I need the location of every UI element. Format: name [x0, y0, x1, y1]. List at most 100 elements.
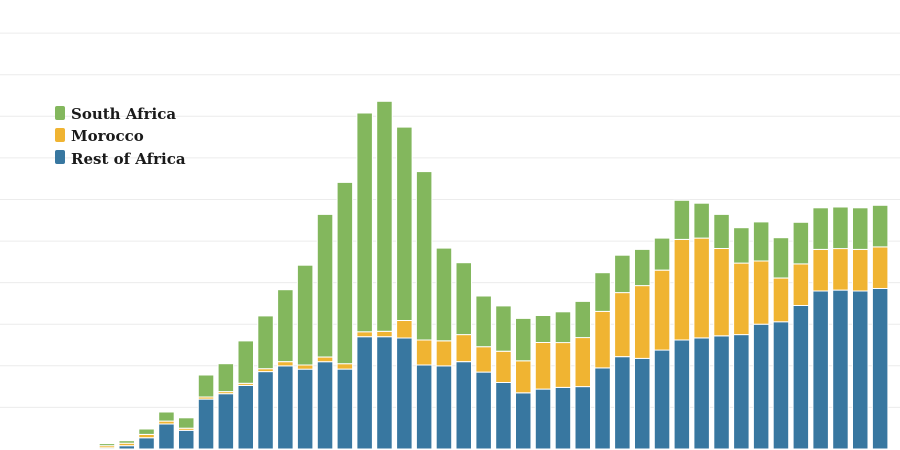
bar-rest-of-africa-32[interactable]: [713, 335, 730, 450]
bar-morocco-40[interactable]: [871, 246, 889, 289]
bar-rest-of-africa-34[interactable]: [752, 323, 770, 450]
bar-south-africa-12[interactable]: [316, 213, 334, 358]
bar-south-africa-7[interactable]: [217, 363, 235, 393]
bar-morocco-20[interactable]: [475, 346, 492, 373]
bar-rest-of-africa-30[interactable]: [673, 339, 691, 450]
legend-item-south-africa[interactable]: South Africa: [55, 105, 176, 123]
bar-morocco-38[interactable]: [832, 248, 849, 291]
bar-morocco-23[interactable]: [534, 342, 552, 390]
bar-morocco-37[interactable]: [812, 248, 829, 292]
bar-south-africa-22[interactable]: [515, 317, 532, 362]
bar-rest-of-africa-14[interactable]: [356, 336, 373, 450]
bar-rest-of-africa-17[interactable]: [415, 364, 433, 450]
bar-rest-of-africa-18[interactable]: [435, 365, 453, 450]
bar-rest-of-africa-21[interactable]: [495, 382, 512, 450]
bar-morocco-31[interactable]: [693, 237, 710, 339]
bar-rest-of-africa-39[interactable]: [852, 290, 869, 450]
bar-south-africa-1[interactable]: [98, 443, 116, 447]
bar-south-africa-17[interactable]: [415, 171, 433, 341]
bar-rest-of-africa-20[interactable]: [475, 371, 492, 450]
bar-rest-of-africa-16[interactable]: [396, 337, 413, 450]
bar-rest-of-africa-40[interactable]: [871, 288, 889, 450]
bar-rest-of-africa-12[interactable]: [316, 361, 334, 450]
bar-rest-of-africa-23[interactable]: [534, 388, 552, 450]
bar-south-africa-3[interactable]: [138, 428, 155, 435]
bar-south-africa-34[interactable]: [752, 221, 770, 262]
bar-rest-of-africa-4[interactable]: [158, 423, 175, 450]
bar-rest-of-africa-29[interactable]: [653, 349, 671, 450]
bar-morocco-35[interactable]: [772, 277, 790, 323]
bar-rest-of-africa-26[interactable]: [594, 367, 611, 450]
bar-south-africa-4[interactable]: [158, 411, 175, 422]
bar-rest-of-africa-35[interactable]: [772, 321, 790, 450]
bar-south-africa-26[interactable]: [594, 272, 611, 312]
bar-morocco-27[interactable]: [614, 292, 631, 358]
bar-south-africa-2[interactable]: [118, 440, 135, 444]
legend-item-morocco[interactable]: Morocco: [55, 127, 144, 145]
bar-morocco-19[interactable]: [455, 334, 472, 363]
bar-south-africa-11[interactable]: [296, 264, 314, 366]
bar-morocco-39[interactable]: [852, 248, 869, 292]
bar-south-africa-38[interactable]: [832, 206, 849, 250]
bar-south-africa-21[interactable]: [495, 305, 512, 352]
legend-item-rest-of-africa[interactable]: Rest of Africa: [55, 150, 186, 168]
bar-rest-of-africa-8[interactable]: [237, 384, 254, 450]
bar-south-africa-35[interactable]: [772, 237, 790, 279]
bar-rest-of-africa-22[interactable]: [515, 392, 532, 450]
bar-morocco-17[interactable]: [415, 339, 433, 366]
bar-rest-of-africa-19[interactable]: [455, 361, 472, 450]
bar-south-africa-28[interactable]: [634, 248, 651, 287]
bar-south-africa-33[interactable]: [733, 227, 750, 264]
bar-south-africa-13[interactable]: [336, 181, 354, 365]
bar-south-africa-8[interactable]: [237, 340, 254, 384]
bar-morocco-12[interactable]: [316, 356, 334, 363]
bar-rest-of-africa-38[interactable]: [832, 289, 849, 450]
bar-south-africa-10[interactable]: [277, 289, 294, 363]
bar-morocco-32[interactable]: [713, 248, 730, 337]
bar-south-africa-9[interactable]: [257, 315, 274, 370]
bar-south-africa-6[interactable]: [197, 374, 215, 398]
bar-rest-of-africa-11[interactable]: [296, 368, 314, 450]
bar-rest-of-africa-37[interactable]: [812, 290, 829, 450]
bar-morocco-22[interactable]: [515, 360, 532, 394]
bar-rest-of-africa-9[interactable]: [257, 371, 274, 450]
bar-south-africa-14[interactable]: [356, 112, 373, 333]
bar-rest-of-africa-7[interactable]: [217, 393, 235, 450]
bar-south-africa-30[interactable]: [673, 199, 691, 240]
bar-morocco-29[interactable]: [653, 269, 671, 351]
bar-morocco-18[interactable]: [435, 340, 453, 367]
bar-morocco-36[interactable]: [792, 263, 810, 306]
bar-south-africa-15[interactable]: [376, 100, 393, 332]
bar-morocco-33[interactable]: [733, 262, 750, 336]
bar-south-africa-16[interactable]: [396, 126, 413, 321]
bar-south-africa-36[interactable]: [792, 221, 810, 265]
bar-south-africa-37[interactable]: [812, 207, 829, 250]
bar-south-africa-31[interactable]: [693, 202, 710, 239]
bar-morocco-25[interactable]: [574, 337, 591, 388]
bar-rest-of-africa-13[interactable]: [336, 368, 354, 450]
bar-south-africa-23[interactable]: [534, 315, 552, 343]
bar-morocco-16[interactable]: [396, 320, 413, 339]
bar-morocco-11[interactable]: [296, 364, 314, 370]
bar-rest-of-africa-5[interactable]: [178, 429, 195, 450]
bar-south-africa-20[interactable]: [475, 295, 492, 348]
bar-morocco-13[interactable]: [336, 363, 354, 370]
bar-rest-of-africa-36[interactable]: [792, 305, 810, 450]
bar-morocco-10[interactable]: [277, 361, 294, 367]
bar-morocco-30[interactable]: [673, 238, 691, 341]
bar-south-africa-18[interactable]: [435, 247, 453, 342]
bar-rest-of-africa-15[interactable]: [376, 336, 393, 450]
bar-south-africa-39[interactable]: [852, 207, 869, 250]
bar-south-africa-5[interactable]: [178, 417, 195, 429]
bar-morocco-24[interactable]: [554, 342, 572, 388]
bar-rest-of-africa-25[interactable]: [574, 386, 591, 450]
bar-south-africa-40[interactable]: [871, 204, 889, 248]
bar-south-africa-32[interactable]: [713, 213, 730, 249]
bar-morocco-14[interactable]: [356, 331, 373, 338]
bar-morocco-15[interactable]: [376, 330, 393, 338]
bar-south-africa-24[interactable]: [554, 311, 572, 344]
bar-rest-of-africa-28[interactable]: [634, 357, 651, 450]
bar-morocco-28[interactable]: [634, 285, 651, 359]
bar-morocco-34[interactable]: [752, 260, 770, 325]
bar-rest-of-africa-10[interactable]: [277, 365, 294, 450]
